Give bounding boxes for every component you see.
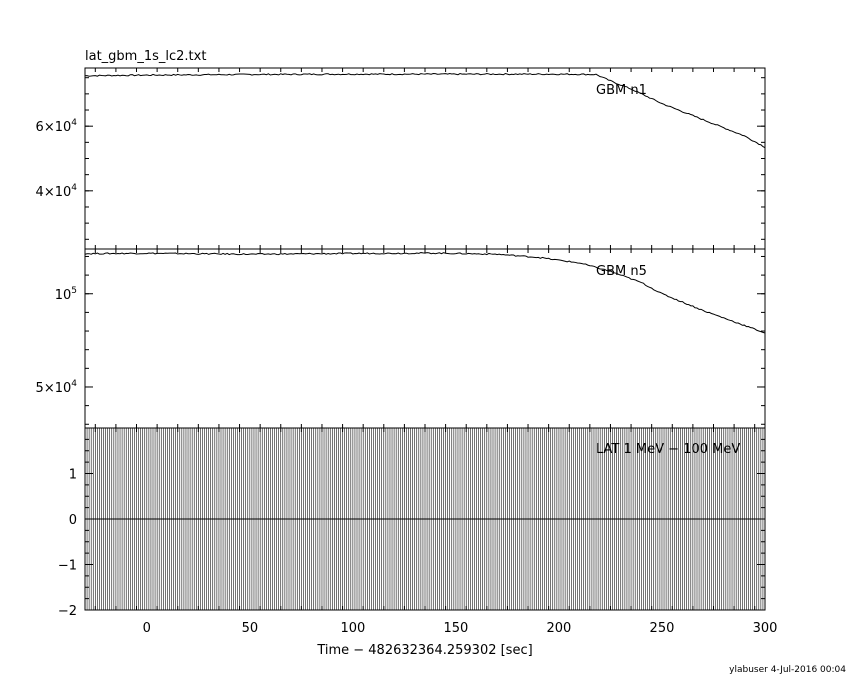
panels: 4×104 6×104 GBM n1 5×104 105 GBM n5 −2 −1 0 1 LAT … bbox=[36, 67, 766, 619]
panel-frame bbox=[84, 248, 766, 429]
x-tick-label: 100 bbox=[340, 621, 365, 636]
y-tick-label: 1 bbox=[69, 468, 77, 483]
x-tick-label: 250 bbox=[650, 621, 675, 636]
y-tick-label: −2 bbox=[58, 604, 77, 619]
panel-label: GBM n1 bbox=[596, 83, 647, 98]
x-tick-label: 200 bbox=[547, 621, 572, 636]
y-tick-label: 4×104 bbox=[36, 183, 78, 200]
panel-plot-area bbox=[85, 428, 765, 610]
series-line bbox=[85, 73, 765, 149]
panel-label: LAT 1 MeV − 100 MeV bbox=[596, 442, 740, 457]
panel-frame bbox=[84, 67, 766, 250]
y-tick-label: 0 bbox=[69, 513, 77, 528]
x-tick-label: 50 bbox=[242, 621, 259, 636]
y-tick-label: −1 bbox=[58, 559, 77, 574]
x-tick-label: 0 bbox=[143, 621, 151, 636]
x-axis: 0 50 100 150 200 250 300 bbox=[143, 621, 778, 636]
y-tick-label: 105 bbox=[55, 286, 77, 303]
footer-user-date: ylabuser 4-Jul-2016 00:04 bbox=[729, 665, 846, 675]
panel-label: GBM n5 bbox=[596, 264, 647, 279]
x-tick-label: 300 bbox=[753, 621, 778, 636]
chart-title: lat_gbm_1s_lc2.txt bbox=[85, 49, 206, 64]
y-tick-label: 5×104 bbox=[36, 379, 78, 396]
panel-plot-area bbox=[85, 252, 765, 334]
x-axis-label: Time − 482632364.259302 [sec] bbox=[316, 643, 532, 658]
panel-2: 5×104 105 GBM n5 bbox=[36, 248, 766, 429]
panel-1: 4×104 6×104 GBM n1 bbox=[36, 67, 766, 250]
panel-plot-area bbox=[85, 73, 765, 149]
series-line bbox=[85, 252, 765, 334]
x-tick-label: 150 bbox=[443, 621, 468, 636]
panel-3: −2 −1 0 1 LAT 1 MeV − 100 MeV bbox=[58, 427, 766, 619]
y-tick-label: 6×104 bbox=[36, 118, 78, 135]
